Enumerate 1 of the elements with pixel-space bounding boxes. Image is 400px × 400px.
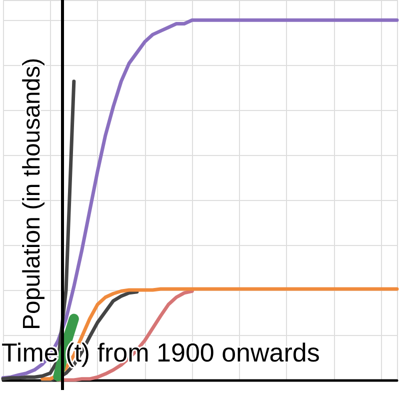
y-axis-title: Population (in thousands): [18, 58, 46, 330]
